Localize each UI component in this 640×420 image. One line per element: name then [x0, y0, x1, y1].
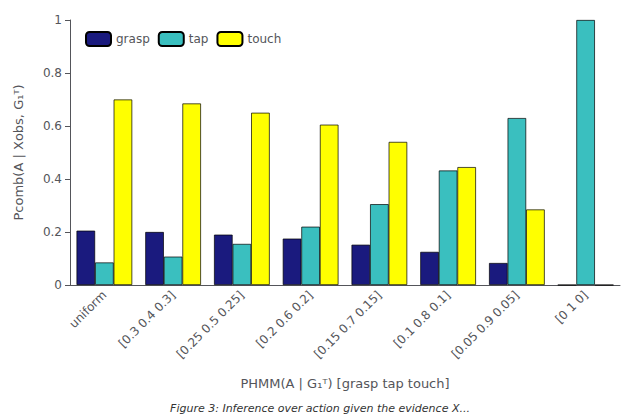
- svg-text:[0.15 0.7 0.15]: [0.15 0.7 0.15]: [311, 288, 384, 361]
- svg-text:[0.1 0.8 0.1]: [0.1 0.8 0.1]: [391, 288, 453, 350]
- svg-text:uniform: uniform: [67, 288, 110, 331]
- svg-text:[0.25 0.5 0.25]: [0.25 0.5 0.25]: [174, 288, 247, 361]
- svg-text:0.8: 0.8: [43, 66, 62, 80]
- svg-text:Pcomb(A | Xobs, G₁ᵀ): Pcomb(A | Xobs, G₁ᵀ): [11, 85, 26, 221]
- svg-text:0.2: 0.2: [43, 225, 62, 239]
- svg-text:[0 1 0]: [0 1 0]: [552, 288, 590, 326]
- svg-text:1: 1: [54, 13, 62, 27]
- svg-text:[0.05 0.9 0.05]: [0.05 0.9 0.05]: [449, 288, 522, 361]
- svg-text:[0.3 0.4 0.3]: [0.3 0.4 0.3]: [116, 288, 178, 350]
- svg-text:tap: tap: [189, 32, 209, 46]
- svg-text:[0.2 0.6 0.2]: [0.2 0.6 0.2]: [253, 288, 315, 350]
- svg-text:touch: touch: [247, 32, 281, 46]
- svg-text:0.6: 0.6: [43, 119, 62, 133]
- svg-text:grasp: grasp: [116, 32, 150, 46]
- svg-text:PHMM(A | G₁ᵀ) [grasp tap touch: PHMM(A | G₁ᵀ) [grasp tap touch]: [240, 376, 449, 391]
- svg-text:Figure 3: Inference over actio: Figure 3: Inference over action given th…: [170, 402, 470, 415]
- svg-text:0: 0: [54, 278, 62, 292]
- svg-text:0.4: 0.4: [43, 172, 62, 186]
